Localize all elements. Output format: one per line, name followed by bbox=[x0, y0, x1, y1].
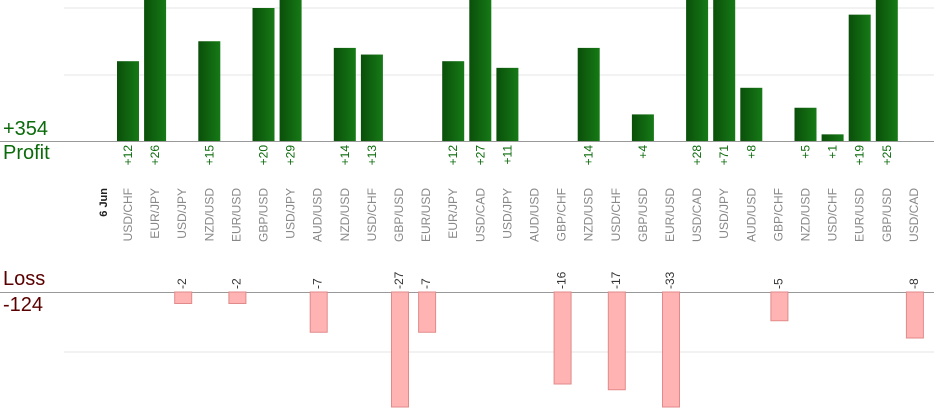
profit-value-label: +14 bbox=[582, 145, 596, 166]
category-label: NZD/USD bbox=[338, 188, 352, 242]
loss-total: -124 bbox=[3, 294, 44, 316]
loss-bar bbox=[391, 291, 409, 408]
loss-bar bbox=[418, 291, 437, 333]
loss-value-label: -2 bbox=[175, 278, 189, 289]
category-label: USD/JPY bbox=[284, 188, 298, 239]
loss-bar bbox=[174, 291, 193, 304]
profit-value-label: +8 bbox=[744, 145, 758, 159]
profit-value-label: +27 bbox=[473, 145, 487, 166]
profit-bar bbox=[848, 14, 871, 141]
loss-bar bbox=[770, 291, 789, 322]
category-label: AUD/USD bbox=[744, 188, 758, 242]
profit-bars bbox=[117, 0, 898, 142]
category-label: EUR/USD bbox=[229, 188, 243, 242]
category-label: NZD/USD bbox=[582, 188, 596, 242]
category-label: NZD/USD bbox=[202, 188, 216, 242]
category-label: USD/CHF bbox=[826, 188, 840, 241]
category-label: AUD/USD bbox=[311, 188, 325, 242]
category-label: USD/JPY bbox=[175, 188, 189, 239]
category-label: EUR/JPY bbox=[148, 188, 162, 239]
profit-value-label: +20 bbox=[257, 145, 271, 166]
profit-value-label: +29 bbox=[284, 145, 298, 166]
category-label: GBP/USD bbox=[636, 188, 650, 242]
profit-bar bbox=[875, 0, 898, 141]
loss-value-label: -2 bbox=[229, 278, 243, 289]
value-labels: +12 +26 -2 +15 -2 +20 +29 -7 +14 +13 -27 -7 +12 +27 +1… bbox=[121, 145, 921, 289]
category-label: AUD/USD bbox=[528, 188, 542, 242]
category-label: USD/CAD bbox=[907, 188, 921, 242]
loss-value-label: -33 bbox=[663, 271, 677, 289]
loss-value-label: -16 bbox=[555, 271, 569, 289]
loss-value-label: -27 bbox=[392, 271, 406, 289]
profit-bar bbox=[333, 47, 356, 141]
category-label: GBP/CHF bbox=[555, 188, 569, 241]
category-label: USD/JPY bbox=[717, 188, 731, 239]
category-label: USD/CHF bbox=[121, 188, 135, 241]
profit-bar bbox=[821, 134, 844, 141]
profit-bar bbox=[496, 67, 519, 141]
profit-value-label: +5 bbox=[799, 145, 813, 159]
loss-bar bbox=[905, 291, 924, 339]
profit-value-label: +12 bbox=[446, 145, 460, 166]
profit-bar bbox=[713, 0, 736, 141]
category-label: GBP/USD bbox=[392, 188, 406, 242]
profit-total: +354 bbox=[3, 118, 49, 140]
category-label: NZD/USD bbox=[799, 188, 813, 242]
profit-bar bbox=[631, 114, 654, 141]
category-label: GBP/USD bbox=[257, 188, 271, 242]
profit-value-label: +12 bbox=[121, 145, 135, 166]
profit-bar bbox=[252, 8, 275, 141]
date-label: 6 Jun bbox=[98, 188, 110, 217]
category-label: GBP/CHF bbox=[771, 188, 785, 241]
profit-bar bbox=[360, 54, 383, 141]
category-label: EUR/USD bbox=[853, 188, 867, 242]
category-label: USD/CAD bbox=[473, 188, 487, 242]
profit-value-label: +19 bbox=[853, 145, 867, 166]
category-label: EUR/USD bbox=[663, 188, 677, 242]
loss-value-label: -7 bbox=[419, 278, 433, 289]
loss-value-label: -5 bbox=[771, 278, 785, 289]
profit-bar bbox=[117, 61, 139, 142]
profit-value-label: +71 bbox=[717, 145, 731, 166]
profit-value-label: +11 bbox=[500, 145, 514, 165]
profit-value-label: +1 bbox=[826, 145, 840, 159]
category-label: GBP/USD bbox=[880, 188, 894, 242]
profit-value-label: +4 bbox=[636, 145, 650, 159]
loss-bar bbox=[662, 291, 680, 408]
profit-value-label: +25 bbox=[880, 145, 894, 166]
profit-bar bbox=[686, 0, 709, 141]
grid-lines bbox=[0, 7, 934, 353]
profit-bar bbox=[469, 0, 492, 141]
category-label: EUR/JPY bbox=[446, 188, 460, 239]
profit-bar bbox=[144, 0, 167, 141]
profit-bar bbox=[198, 41, 221, 141]
profit-value-label: +26 bbox=[148, 145, 162, 166]
profit-value-label: +14 bbox=[338, 145, 352, 166]
profit-value-label: +28 bbox=[690, 145, 704, 166]
profit-value-label: +13 bbox=[365, 145, 379, 166]
loss-value-label: -7 bbox=[311, 278, 325, 289]
profit-label: Profit bbox=[3, 142, 50, 164]
profit-bar bbox=[577, 47, 600, 141]
category-label: USD/CHF bbox=[365, 188, 379, 241]
category-label: USD/CAD bbox=[690, 188, 704, 242]
profit-bar bbox=[279, 0, 302, 141]
profit-value-label: +15 bbox=[202, 145, 216, 166]
category-label: USD/JPY bbox=[500, 188, 514, 239]
profit-bar bbox=[794, 107, 817, 141]
category-label: USD/CHF bbox=[609, 188, 623, 241]
loss-bar bbox=[553, 291, 572, 385]
loss-bar bbox=[607, 291, 626, 391]
loss-value-label: -17 bbox=[609, 271, 623, 289]
loss-bar bbox=[309, 291, 328, 333]
category-label: EUR/USD bbox=[419, 188, 433, 242]
category-labels: 6 Jun USD/CHF EUR/JPY USD/JPY NZD/USD EUR/USD… bbox=[98, 188, 921, 242]
loss-bars bbox=[174, 291, 924, 408]
profit-bar bbox=[740, 87, 763, 141]
loss-label: Loss bbox=[3, 268, 46, 290]
loss-bar bbox=[228, 291, 247, 304]
loss-value-label: -8 bbox=[907, 278, 921, 289]
profit-bar bbox=[442, 61, 465, 142]
